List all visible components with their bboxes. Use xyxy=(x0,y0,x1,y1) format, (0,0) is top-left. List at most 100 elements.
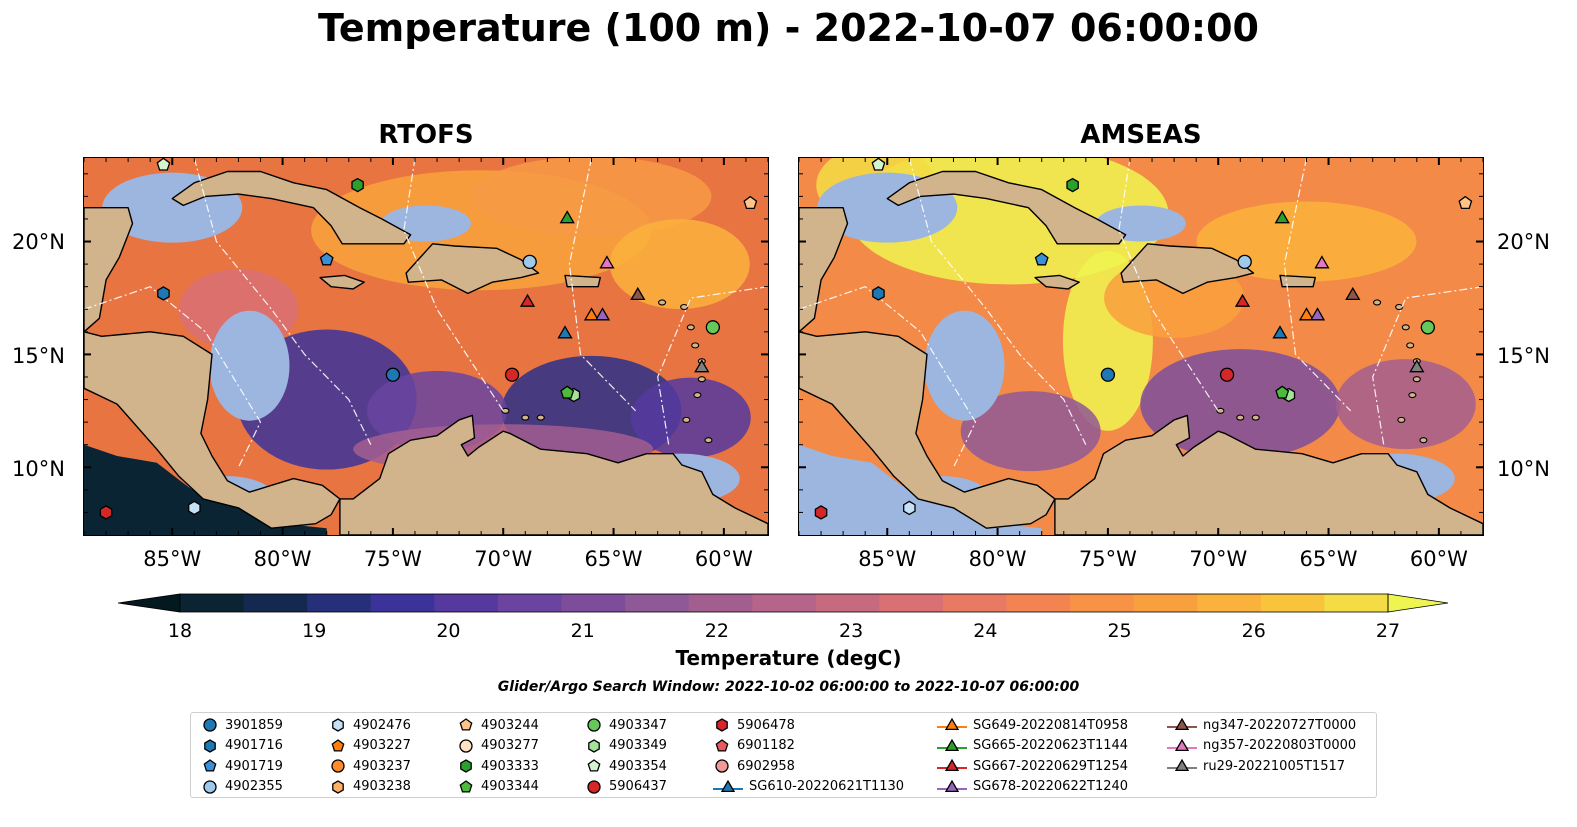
marker-4903244 xyxy=(743,195,758,210)
legend-item: SG665-20220623T1144 xyxy=(937,736,1128,756)
legend-item: 4903349 xyxy=(585,736,667,756)
eez-boundary xyxy=(1118,158,1219,412)
colorbar-tick-label: 26 xyxy=(1241,620,1266,642)
marker-4901716 xyxy=(157,286,170,301)
island xyxy=(1397,416,1406,423)
lat-tick-right: 20°N xyxy=(1497,230,1550,254)
legend-label: 4901716 xyxy=(225,738,283,753)
legend-marker xyxy=(332,779,344,794)
legend-item: 4903227 xyxy=(329,736,411,756)
legend-marker xyxy=(587,779,601,794)
marker-ng347-20220727T0000 xyxy=(630,286,646,301)
temperature-field xyxy=(471,158,712,237)
panel-title-amseas: AMSEAS xyxy=(1080,120,1202,150)
colorbar-tick-label: 18 xyxy=(167,620,193,642)
legend-marker-icon xyxy=(937,738,967,751)
island xyxy=(536,414,545,421)
legend-marker-icon xyxy=(713,779,743,792)
eez-boundary xyxy=(1283,158,1352,412)
island xyxy=(682,416,691,423)
marker-4903333 xyxy=(351,177,364,193)
land xyxy=(799,331,1056,529)
lat-tick-right: 15°N xyxy=(1497,344,1550,368)
eez-boundary xyxy=(403,158,504,412)
marker-4903344 xyxy=(1275,385,1290,399)
colorbar-band xyxy=(1324,594,1389,612)
legend-label: ng347-20220727T0000 xyxy=(1203,717,1357,733)
colorbar-band xyxy=(1260,594,1326,612)
legend-marker xyxy=(203,759,217,772)
colorbar-band xyxy=(434,594,499,612)
marker-SG667-20220629T1254 xyxy=(519,293,536,307)
legend-marker xyxy=(715,738,729,752)
legend-label: 4903333 xyxy=(481,758,539,774)
lon-tick-label: 65°W xyxy=(584,547,643,571)
marker-4903354 xyxy=(871,158,886,171)
island xyxy=(1251,414,1260,421)
marker-ng357-20220803T0000 xyxy=(599,255,615,269)
legend-item: 4903238 xyxy=(329,777,411,797)
legend-marker xyxy=(1174,717,1190,731)
island xyxy=(1406,342,1415,349)
marker-4901716 xyxy=(872,286,885,301)
legend-marker xyxy=(331,738,345,752)
legend-label: 5906478 xyxy=(737,717,795,733)
legend-item: 4903344 xyxy=(457,777,539,797)
colorbar-tick-label: 27 xyxy=(1375,620,1401,642)
map-amseas xyxy=(798,157,1484,536)
marker-4902355 xyxy=(522,254,537,269)
legend-marker xyxy=(1174,758,1190,772)
temperature-field xyxy=(630,377,751,458)
temperature-field xyxy=(1335,359,1476,450)
marker-ru29-20221005T1517 xyxy=(694,359,710,373)
island xyxy=(693,391,702,399)
eez-boundary xyxy=(84,286,262,468)
lat-tick-left: 10°N xyxy=(12,457,65,481)
temperature-field xyxy=(609,219,750,310)
lat-tick-left: 15°N xyxy=(12,344,65,368)
legend-item: 4902476 xyxy=(329,715,411,735)
legend-marker-icon xyxy=(1167,758,1197,772)
colorbar-band xyxy=(688,594,753,612)
legend-label: 6901182 xyxy=(737,738,795,753)
legend-marker-icon xyxy=(937,779,967,792)
marker-5906478 xyxy=(99,505,113,520)
island xyxy=(1419,437,1428,444)
marker-ng357-20220803T0000 xyxy=(1314,255,1330,269)
marker-SG678-20220622T1240 xyxy=(594,307,611,321)
lon-tick-label: 70°W xyxy=(474,547,533,571)
legend-marker xyxy=(720,779,736,792)
legend-item: SG649-20220814T0958 xyxy=(937,715,1128,735)
legend-item: ru29-20221005T1517 xyxy=(1167,756,1345,776)
island xyxy=(704,437,713,444)
legend-item: 6901182 xyxy=(713,736,795,756)
legend-marker-icon xyxy=(203,779,217,794)
island xyxy=(521,414,530,421)
legend-marker-icon xyxy=(587,718,601,732)
legend-marker xyxy=(715,759,729,773)
legend-item: SG678-20220622T1240 xyxy=(937,777,1128,797)
legend-label: SG667-20220629T1254 xyxy=(973,758,1129,774)
marker-SG667-20220629T1254 xyxy=(1234,293,1251,307)
colorbar-band xyxy=(752,594,817,612)
legend-marker xyxy=(944,738,960,751)
legend-item: 5906478 xyxy=(713,715,795,735)
lon-tick-label: 60°W xyxy=(694,547,753,571)
legend-item: 4901719 xyxy=(201,756,283,776)
island xyxy=(686,324,695,331)
legend-label: 6902958 xyxy=(737,758,795,774)
legend-marker-icon xyxy=(331,759,345,773)
legend-marker-icon xyxy=(460,759,472,773)
colorbar-extend-high xyxy=(1387,593,1449,613)
legend-marker xyxy=(203,779,217,794)
legend-label: 4903237 xyxy=(353,758,411,774)
eez-boundary xyxy=(908,158,1087,445)
legend-marker xyxy=(460,759,472,773)
legend-marker-icon xyxy=(331,738,345,752)
colorbar-band xyxy=(815,594,880,612)
island xyxy=(1408,391,1417,399)
legend-label: 4903344 xyxy=(481,779,539,794)
legend-label: 4903227 xyxy=(353,738,411,753)
land xyxy=(1034,274,1080,290)
land xyxy=(1120,243,1255,295)
